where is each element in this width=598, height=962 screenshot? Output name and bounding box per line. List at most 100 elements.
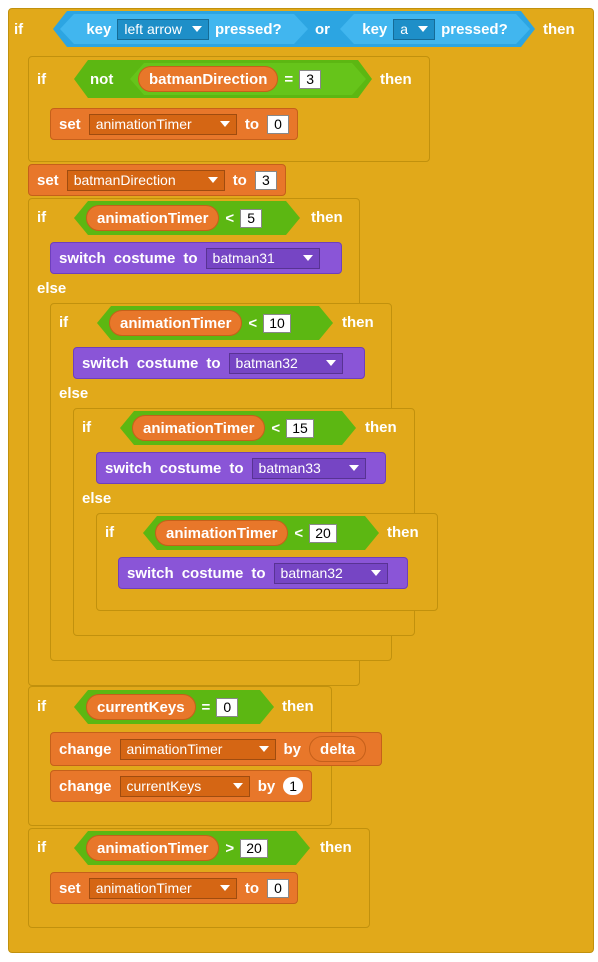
switch-label: switch bbox=[127, 564, 174, 582]
costume-dropdown-batman33[interactable]: batman33 bbox=[251, 457, 366, 479]
chevron-down-icon bbox=[325, 360, 336, 366]
less-than-operator[interactable]: animationTimer < 15 bbox=[120, 411, 356, 445]
variable-dropdown-animation-timer[interactable]: animationTimer bbox=[88, 877, 237, 899]
switch-costume-block[interactable]: switch costume to batman32 bbox=[73, 347, 365, 379]
by-label: by bbox=[257, 777, 276, 795]
chevron-down-icon bbox=[348, 465, 359, 471]
to-label: to bbox=[206, 354, 221, 372]
switch-costume-block[interactable]: switch costume to batman32 bbox=[118, 557, 408, 589]
value-input-0[interactable]: 0 bbox=[267, 114, 289, 134]
variable-dropdown-animation-timer[interactable]: animationTimer bbox=[88, 113, 237, 135]
set-batman-direction-block[interactable]: set batmanDirection to 3 bbox=[28, 164, 286, 196]
less-than-operator[interactable]: animationTimer < 10 bbox=[97, 306, 333, 340]
costume-label: costume bbox=[136, 354, 199, 372]
value-input-3[interactable]: 3 bbox=[254, 170, 277, 190]
value-input-20[interactable]: 20 bbox=[240, 839, 268, 858]
to-label: to bbox=[232, 171, 247, 189]
var-batman-direction[interactable]: batmanDirection bbox=[138, 66, 278, 92]
key-label: key bbox=[86, 20, 112, 38]
change-label: change bbox=[59, 777, 112, 795]
key-left-arrow-pressed[interactable]: key left arrow pressed? bbox=[60, 14, 308, 44]
less-than-operator[interactable]: animationTimer < 5 bbox=[74, 201, 300, 235]
change-current-keys-block[interactable]: change currentKeys by 1 bbox=[50, 770, 312, 802]
value-input-0[interactable]: 0 bbox=[216, 698, 238, 717]
to-label: to bbox=[244, 115, 259, 133]
pressed-label: pressed? bbox=[214, 20, 282, 38]
key-label: key bbox=[362, 20, 388, 38]
equals-operator[interactable]: currentKeys = 0 bbox=[74, 690, 274, 724]
change-label: change bbox=[59, 740, 112, 758]
key-dropdown-a[interactable]: a bbox=[393, 19, 435, 40]
switch-label: switch bbox=[105, 459, 152, 477]
else-keyword: else bbox=[82, 490, 112, 507]
costume-label: costume bbox=[159, 459, 222, 477]
pressed-label: pressed? bbox=[441, 20, 508, 38]
var-animation-timer[interactable]: animationTimer bbox=[86, 205, 219, 231]
to-label: to bbox=[244, 879, 259, 897]
if-keyword: if bbox=[105, 524, 115, 541]
equals-operator[interactable]: batmanDirection = 3 bbox=[130, 63, 366, 95]
equals-label: = bbox=[201, 698, 211, 716]
not-label: not bbox=[90, 70, 114, 88]
equals-label: = bbox=[284, 70, 294, 88]
set-animation-timer-block[interactable]: set animationTimer to 0 bbox=[50, 108, 298, 140]
variable-dropdown-batman-direction[interactable]: batmanDirection bbox=[66, 169, 225, 191]
greater-than-label: > bbox=[225, 839, 235, 857]
then-keyword: then bbox=[543, 21, 575, 38]
costume-dropdown-batman32[interactable]: batman32 bbox=[273, 562, 388, 584]
switch-costume-block[interactable]: switch costume to batman31 bbox=[50, 242, 342, 274]
greater-than-operator[interactable]: animationTimer > 20 bbox=[74, 831, 310, 865]
less-than-label: < bbox=[294, 524, 304, 542]
chevron-down-icon bbox=[219, 121, 230, 127]
if-keyword: if bbox=[37, 71, 47, 88]
switch-label: switch bbox=[82, 354, 129, 372]
value-input-3[interactable]: 3 bbox=[299, 70, 321, 89]
else-keyword: else bbox=[37, 280, 67, 297]
less-than-operator[interactable]: animationTimer < 20 bbox=[143, 516, 379, 550]
switch-costume-block[interactable]: switch costume to batman33 bbox=[96, 452, 386, 484]
if-keyword: if bbox=[37, 839, 47, 856]
to-label: to bbox=[251, 564, 266, 582]
costume-dropdown-batman31[interactable]: batman31 bbox=[205, 247, 320, 269]
value-input-5[interactable]: 5 bbox=[240, 209, 262, 228]
else-keyword: else bbox=[59, 385, 89, 402]
if-keyword: if bbox=[59, 314, 69, 331]
less-than-label: < bbox=[271, 419, 281, 437]
chevron-down-icon bbox=[219, 885, 230, 891]
var-current-keys[interactable]: currentKeys bbox=[86, 694, 196, 720]
value-input-15[interactable]: 15 bbox=[286, 419, 314, 438]
costume-label: costume bbox=[113, 249, 176, 267]
variable-dropdown-animation-timer[interactable]: animationTimer bbox=[119, 738, 276, 760]
value-input-0[interactable]: 0 bbox=[267, 878, 289, 898]
key-a-pressed[interactable]: key a pressed? bbox=[340, 14, 530, 44]
chevron-down-icon bbox=[370, 570, 381, 576]
costume-dropdown-batman32[interactable]: batman32 bbox=[228, 352, 343, 374]
var-delta[interactable]: delta bbox=[309, 736, 367, 762]
key-dropdown-left-arrow[interactable]: left arrow bbox=[117, 19, 209, 40]
set-animation-timer-block[interactable]: set animationTimer to 0 bbox=[50, 872, 298, 904]
if-keyword: if bbox=[82, 419, 92, 436]
value-input-20[interactable]: 20 bbox=[309, 524, 337, 543]
to-label: to bbox=[229, 459, 244, 477]
if-keyword: if bbox=[37, 209, 47, 226]
switch-label: switch bbox=[59, 249, 106, 267]
if-keyword: if bbox=[37, 698, 47, 715]
chevron-down-icon bbox=[418, 26, 428, 32]
var-animation-timer[interactable]: animationTimer bbox=[155, 520, 288, 546]
then-keyword: then bbox=[282, 698, 314, 715]
costume-label: costume bbox=[181, 564, 244, 582]
set-label: set bbox=[59, 879, 81, 897]
chevron-down-icon bbox=[232, 783, 243, 789]
value-input-10[interactable]: 10 bbox=[263, 314, 291, 333]
var-animation-timer[interactable]: animationTimer bbox=[86, 835, 219, 861]
var-animation-timer[interactable]: animationTimer bbox=[132, 415, 265, 441]
var-animation-timer[interactable]: animationTimer bbox=[109, 310, 242, 336]
less-than-label: < bbox=[225, 209, 235, 227]
value-input-1[interactable]: 1 bbox=[283, 777, 303, 795]
then-keyword: then bbox=[342, 314, 374, 331]
change-animation-timer-block[interactable]: change animationTimer by delta bbox=[50, 732, 382, 766]
variable-dropdown-current-keys[interactable]: currentKeys bbox=[119, 775, 250, 797]
by-label: by bbox=[283, 740, 302, 758]
chevron-down-icon bbox=[258, 746, 269, 752]
then-keyword: then bbox=[380, 71, 412, 88]
